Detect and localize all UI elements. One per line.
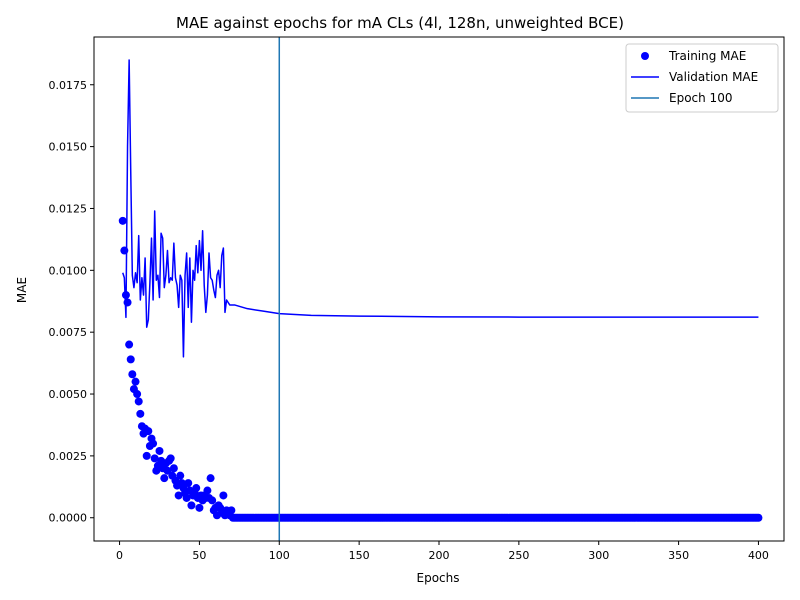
training-point <box>125 340 134 349</box>
training-point <box>123 298 132 307</box>
training-point <box>134 397 143 406</box>
training-point <box>169 464 178 473</box>
training-point <box>144 427 153 436</box>
training-point <box>227 506 236 515</box>
legend-marker-training <box>641 52 649 60</box>
legend: Training MAE Validation MAE Epoch 100 <box>625 43 779 113</box>
legend-label: Epoch 100 <box>669 91 732 105</box>
legend-label: Validation MAE <box>669 70 758 84</box>
training-point <box>149 439 158 448</box>
x-tick-label: 400 <box>748 549 769 562</box>
x-tick-label: 0 <box>116 549 123 562</box>
training-point <box>754 513 763 522</box>
training-point <box>155 446 164 455</box>
training-point <box>142 451 151 460</box>
plot-frame <box>93 36 785 542</box>
y-tick-label: 0.0175 <box>49 79 88 92</box>
y-tick-label: 0.0125 <box>49 202 88 215</box>
x-tick-label: 50 <box>192 549 206 562</box>
y-tick-label: 0.0050 <box>49 388 88 401</box>
training-point <box>206 474 215 483</box>
training-point <box>120 246 129 255</box>
training-point <box>163 466 172 475</box>
x-tick-label: 250 <box>508 549 529 562</box>
training-point <box>192 484 201 493</box>
y-tick-label: 0.0000 <box>49 512 88 525</box>
y-tick-label: 0.0100 <box>49 264 88 277</box>
x-axis: 0 50 100 150 200 250 300 350 400 <box>116 541 769 562</box>
training-point <box>150 454 159 463</box>
training-point <box>118 216 127 225</box>
series-group <box>118 37 763 541</box>
training-point <box>174 491 183 500</box>
x-tick-label: 100 <box>269 549 290 562</box>
x-tick-label: 150 <box>349 549 370 562</box>
training-point <box>219 491 228 500</box>
y-axis: 0.0000 0.0025 0.0050 0.0075 0.0100 0.0125 0.01… <box>49 79 94 525</box>
training-point <box>195 503 204 512</box>
training-point <box>121 291 130 300</box>
training-point <box>176 471 185 480</box>
x-axis-label: Epochs <box>417 571 460 585</box>
y-tick-label: 0.0025 <box>49 450 88 463</box>
chart-title: MAE against epochs for mA CLs (4l, 128n,… <box>176 14 624 32</box>
training-point <box>160 474 169 483</box>
training-point <box>126 355 135 364</box>
x-tick-label: 200 <box>429 549 450 562</box>
x-tick-label: 350 <box>668 549 689 562</box>
legend-label: Training MAE <box>668 49 746 63</box>
y-tick-label: 0.0150 <box>49 141 88 154</box>
training-point <box>128 370 137 379</box>
training-point <box>166 454 175 463</box>
training-point <box>182 493 191 502</box>
y-tick-label: 0.0075 <box>49 326 88 339</box>
training-point <box>184 479 193 488</box>
training-point <box>131 377 140 386</box>
x-tick-label: 300 <box>588 549 609 562</box>
training-point <box>203 486 212 495</box>
legend-box <box>625 43 779 113</box>
plot-area <box>93 36 785 542</box>
training-point <box>133 390 142 399</box>
training-point <box>187 501 196 510</box>
training-point <box>136 409 145 418</box>
series-line-validation-mae <box>122 59 759 358</box>
training-point <box>208 496 217 505</box>
y-axis-label: MAE <box>15 277 29 303</box>
